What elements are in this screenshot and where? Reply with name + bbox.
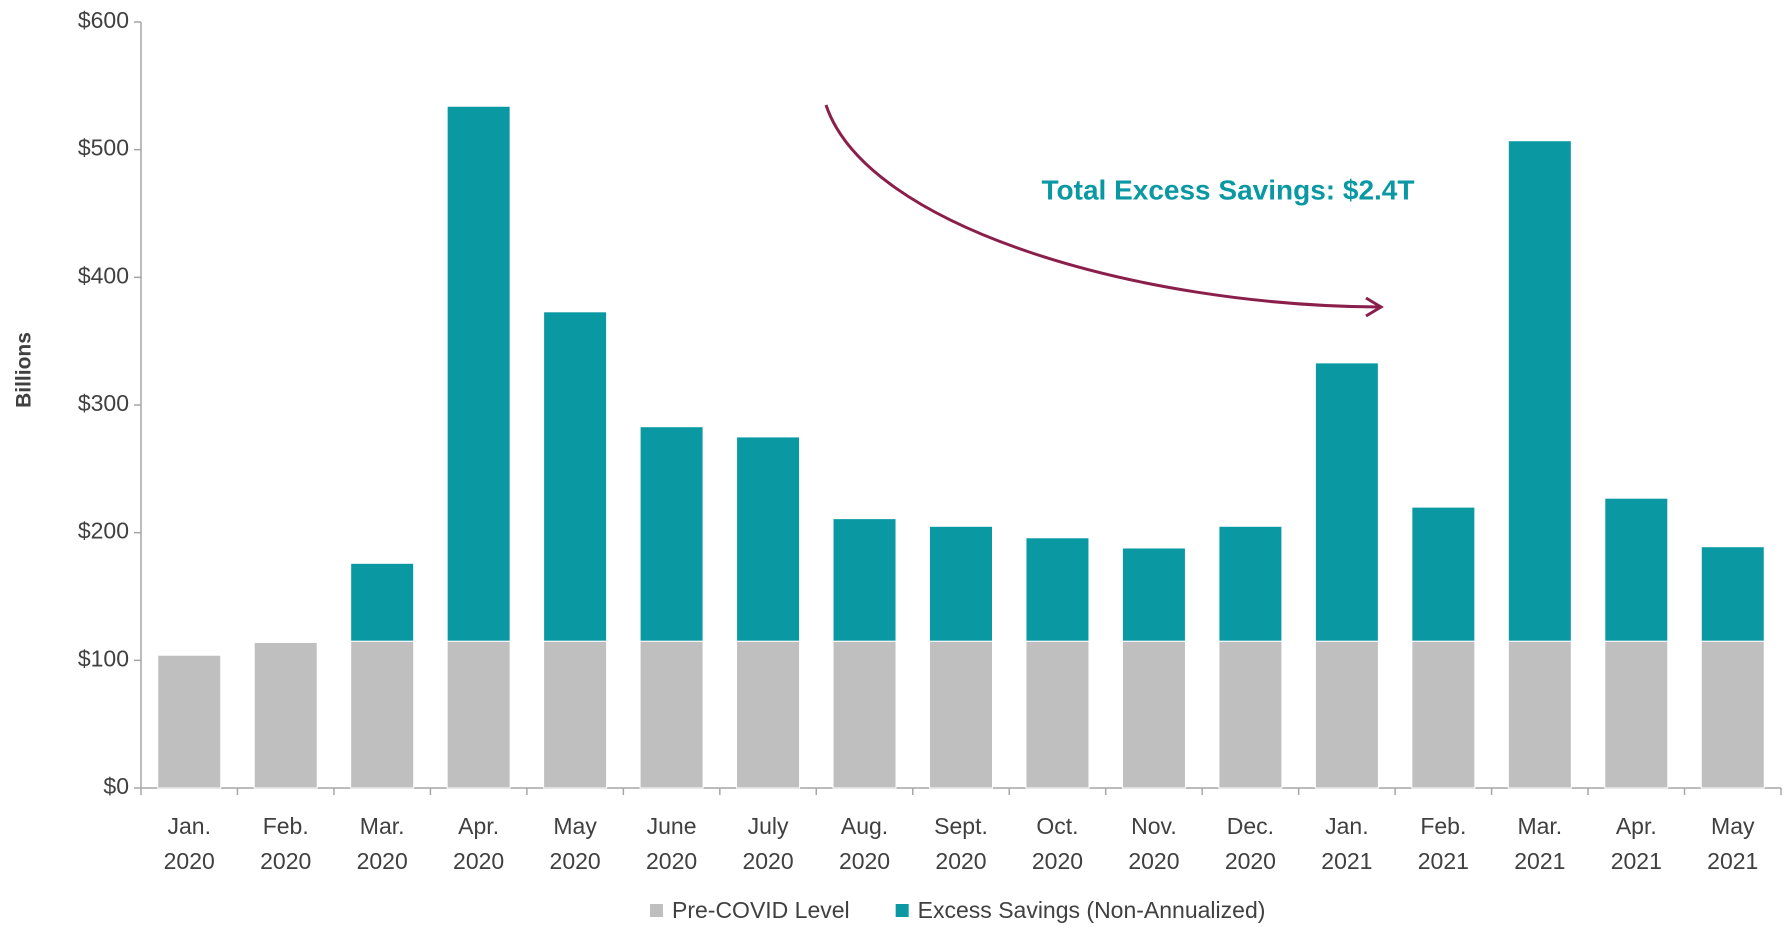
bar-segment [1700,640,1765,789]
x-tick-label: July [748,813,789,839]
x-tick-label: 2020 [1128,848,1179,874]
y-axis-label: Billions [13,332,36,408]
bar-segment [929,525,993,642]
x-tick-label: 2020 [453,848,504,874]
x-tick-label: 2020 [1032,848,1083,874]
bar-segment [1604,640,1669,789]
bar-segment [736,640,801,789]
bar-segment [350,562,415,642]
x-tick-label: Mar. [360,813,405,839]
bar-segment [832,518,897,642]
legend-label: Pre-COVID Level [672,897,850,923]
bar-segment [350,640,415,789]
bar-segment [1507,140,1572,642]
bar-segment [1121,640,1186,789]
bar-segment [639,640,704,789]
x-tick-label: 2020 [260,848,311,874]
x-tick-label: 2020 [839,848,890,874]
bar-segment [1700,546,1765,642]
x-tick-label: 2020 [357,848,408,874]
bar-segment [1507,640,1572,789]
x-tick-label: 2020 [646,848,697,874]
x-tick-label: 2021 [1707,848,1758,874]
bar-segment [1025,537,1090,642]
arrow [824,104,1381,309]
x-tick-label: Dec. [1227,813,1274,839]
bar-segment [253,641,318,789]
x-tick-label: 2021 [1321,848,1372,874]
x-tick-label: Feb. [1420,813,1466,839]
bar-segment [1121,547,1186,642]
x-tick-label: Jan. [167,813,210,839]
bar-segment [639,426,704,642]
bar-segment [446,640,511,789]
x-tick-label: Nov. [1131,813,1177,839]
x-tick-label: Aug. [841,813,888,839]
x-tick-label: 2020 [550,848,601,874]
x-tick-label: 2020 [935,848,986,874]
y-tick-label: $600 [78,7,129,33]
legend-label: Excess Savings (Non-Annualized) [918,897,1266,923]
legend-swatch [650,904,663,917]
bar-segment [1411,640,1476,789]
x-tick-label: June [647,813,697,839]
bar-segment [1314,362,1379,642]
y-tick-label: $500 [78,135,129,161]
bar-segment [1411,506,1476,642]
x-tick-label: Apr. [458,813,499,839]
bar-segment [1604,497,1669,642]
x-tick-label: 2020 [164,848,215,874]
bar-segment [1025,640,1090,789]
x-tick-label: Sept. [934,813,988,839]
bar-segment [446,105,511,642]
arrow-head [1365,296,1384,318]
x-tick-label: Oct. [1036,813,1078,839]
x-tick-label: 2021 [1611,848,1662,874]
x-tick-label: 2021 [1418,848,1469,874]
bar-segment [929,640,993,789]
bar-segment [1314,640,1379,789]
x-tick-label: Apr. [1616,813,1657,839]
x-tick-label: Mar. [1517,813,1562,839]
y-tick-label: $100 [78,645,129,671]
x-tick-label: Feb. [263,813,309,839]
x-tick-label: 2020 [742,848,793,874]
bar-segment [543,311,608,642]
annotation: Total Excess Savings: $2.4T [1042,174,1415,205]
x-tick-label: May [553,813,597,839]
bar-segment [736,436,801,642]
bar-segment [543,640,608,789]
x-tick-label: Jan. [1325,813,1368,839]
bar-segment [1218,640,1283,789]
y-tick-label: $0 [103,773,129,799]
bar-segment [157,654,222,789]
x-tick-label: 2021 [1514,848,1565,874]
x-tick-label: 2020 [1225,848,1276,874]
legend-swatch [895,904,909,917]
y-tick-label: $200 [78,518,129,544]
y-tick-label: $300 [78,390,129,416]
x-tick-label: May [1711,813,1755,839]
y-tick-label: $400 [78,262,129,288]
bar-segment [832,640,897,789]
bar-segment [1218,525,1283,642]
